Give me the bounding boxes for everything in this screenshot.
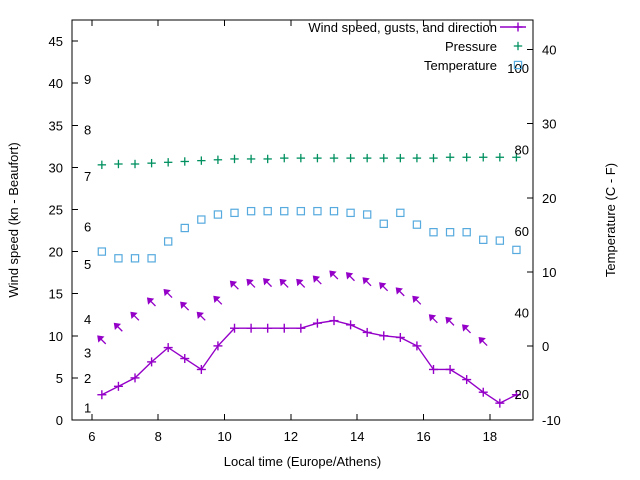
series-pressure xyxy=(97,153,521,170)
y-tick-label: 30 xyxy=(49,160,63,175)
axes-layer xyxy=(71,19,534,421)
fahrenheit-label: 20 xyxy=(515,387,529,402)
y2-tick-label: 30 xyxy=(542,117,556,132)
y2-tick-label: 20 xyxy=(542,191,556,206)
legend-label: Pressure xyxy=(445,39,497,54)
beaufort-label: 5 xyxy=(84,257,91,272)
legend-layer: Wind speed, gusts, and direction Pressure… xyxy=(308,20,526,73)
legend-glyph xyxy=(513,41,523,51)
beaufort-label: 1 xyxy=(84,400,91,415)
wind-speed-line xyxy=(101,319,517,404)
y-tick-label: 45 xyxy=(49,34,63,49)
legend-glyph xyxy=(513,60,523,70)
x-axis-title: Local time (Europe/Athens) xyxy=(224,454,382,469)
series-layer xyxy=(97,153,521,408)
y2-axis-title: Temperature (C - F) xyxy=(603,163,618,277)
y-tick-label: 15 xyxy=(49,287,63,302)
y2-tick-label: 40 xyxy=(542,43,556,58)
plot-frame xyxy=(71,19,534,421)
x-tick-label: 14 xyxy=(350,429,364,444)
beaufort-label: 7 xyxy=(84,169,91,184)
beaufort-label: 9 xyxy=(84,72,91,87)
x-tick-label: 8 xyxy=(155,429,162,444)
fahrenheit-label: 60 xyxy=(515,224,529,239)
legend-label: Temperature xyxy=(424,58,497,73)
legend-glyph xyxy=(500,22,526,32)
x-tick-label: 18 xyxy=(483,429,497,444)
legend-label: Wind speed, gusts, and direction xyxy=(308,20,497,35)
y-tick-label: 25 xyxy=(49,202,63,217)
y-tick-label: 0 xyxy=(56,413,63,428)
y-tick-label: 20 xyxy=(49,245,63,260)
y2-tick-label: -10 xyxy=(542,413,561,428)
labels-layer: 6 8 10 12 14 16 18051015202530354045-100102030… xyxy=(6,34,618,469)
y-tick-label: 10 xyxy=(49,329,63,344)
y2-tick-label: 10 xyxy=(542,265,556,280)
x-tick-label: 10 xyxy=(217,429,231,444)
beaufort-label: 6 xyxy=(84,219,91,234)
fahrenheit-label: 80 xyxy=(515,143,529,158)
y-tick-label: 5 xyxy=(56,371,63,386)
series-temperature xyxy=(97,206,521,263)
y-axis-title: Wind speed (kn - Beaufort) xyxy=(6,142,21,297)
y-tick-label: 40 xyxy=(49,76,63,91)
y2-tick-label: 0 xyxy=(542,339,549,354)
beaufort-label: 4 xyxy=(84,312,91,327)
series-wind xyxy=(97,316,521,408)
y-tick-label: 35 xyxy=(49,118,63,133)
beaufort-label: 2 xyxy=(84,371,91,386)
x-tick-label: 16 xyxy=(416,429,430,444)
x-tick-label: 12 xyxy=(284,429,298,444)
fahrenheit-label: 40 xyxy=(515,306,529,321)
series-gusts xyxy=(97,270,488,347)
beaufort-label: 3 xyxy=(84,346,91,361)
beaufort-label: 8 xyxy=(84,122,91,137)
x-tick-label: 6 xyxy=(88,429,95,444)
